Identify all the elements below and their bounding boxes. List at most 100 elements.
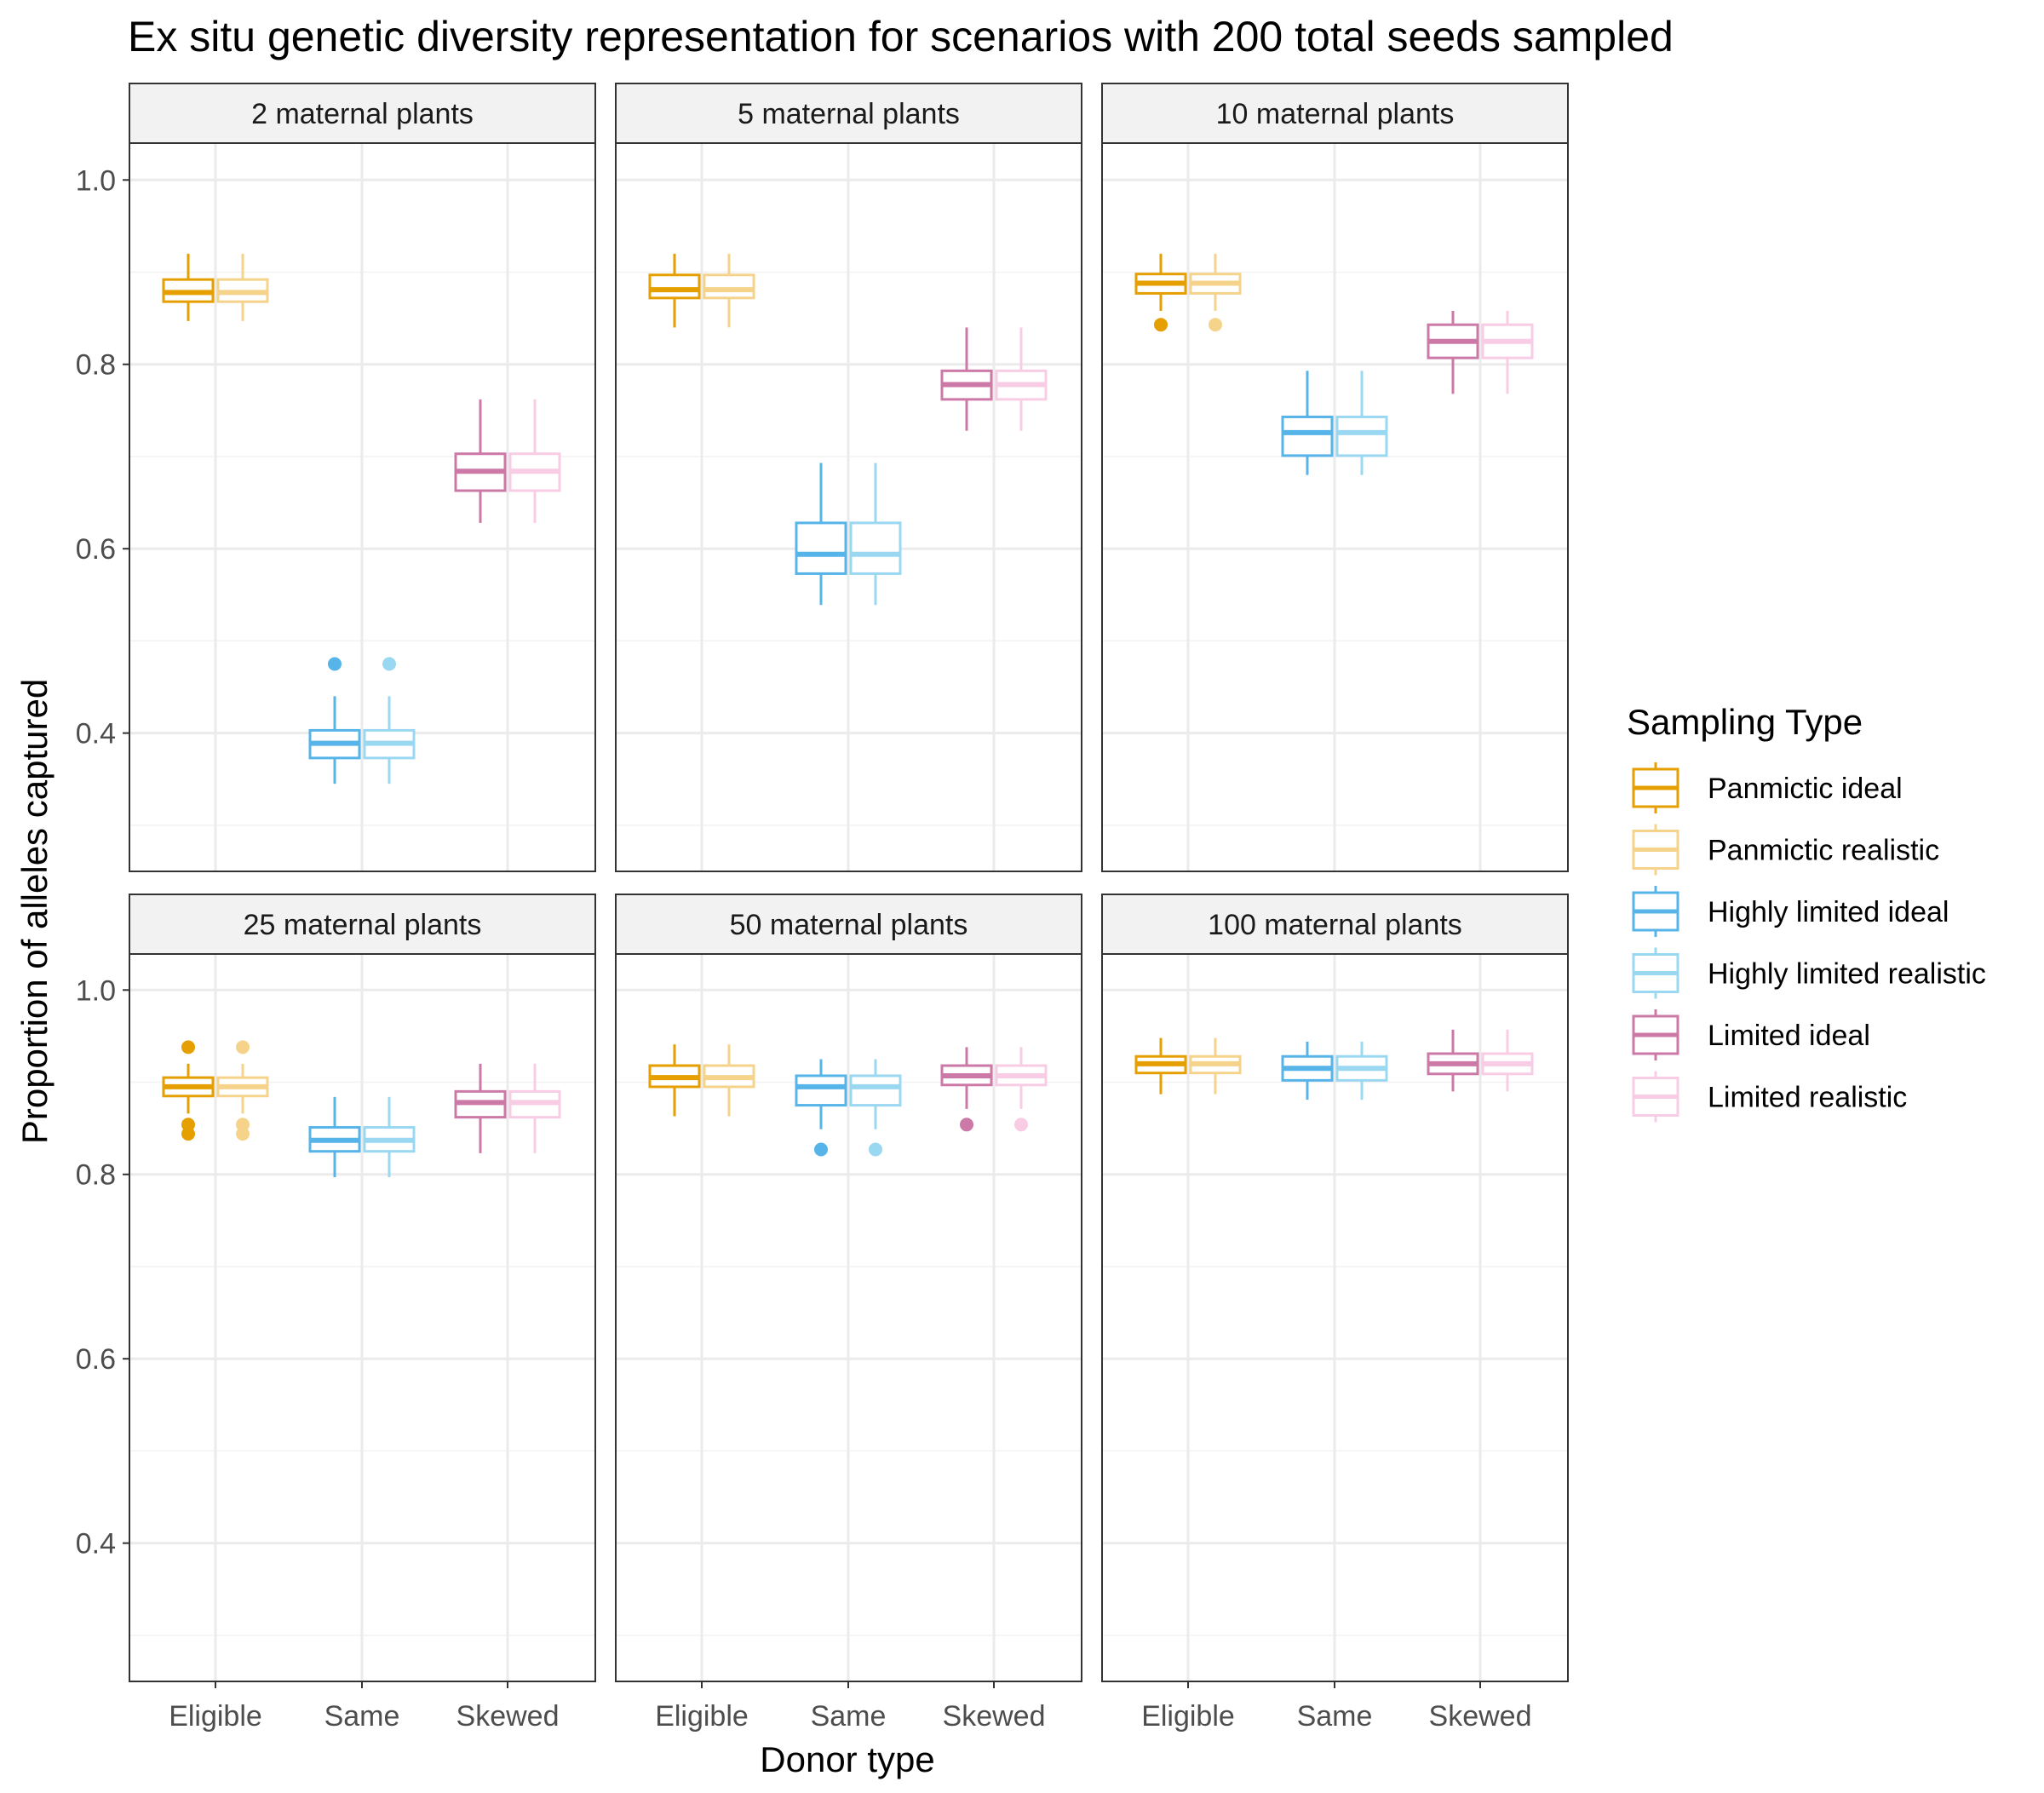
box-body bbox=[1335, 415, 1388, 457]
box-body bbox=[703, 273, 755, 300]
box-highly-limited-realistic-same bbox=[849, 463, 902, 606]
legend-item-limited-ideal: Limited ideal bbox=[1632, 1009, 1870, 1060]
box-body bbox=[795, 521, 847, 575]
facet-panel-10-maternal-plants: 10 maternal plants bbox=[1101, 83, 1569, 872]
y-tick-label: 0.6 bbox=[76, 533, 116, 566]
box-limited-realistic-skewed bbox=[1481, 310, 1534, 394]
box-body bbox=[795, 1074, 847, 1107]
box-panmictic-realistic-eligible bbox=[1189, 253, 1242, 332]
strip-label: 25 maternal plants bbox=[244, 909, 482, 941]
x-tick-label: Skewed bbox=[456, 1700, 560, 1733]
box-highly-limited-realistic-same bbox=[1335, 371, 1388, 475]
facet-panel-2-maternal-plants: 2 maternal plants 0.4 0.6 0.8 1.0 bbox=[76, 83, 596, 872]
legend-item-limited-realistic: Limited realistic bbox=[1632, 1071, 1907, 1123]
box-limited-realistic-skewed bbox=[995, 1047, 1048, 1132]
y-tick-label: 0.6 bbox=[76, 1343, 116, 1376]
legend-item-panmictic-realistic: Panmictic realistic bbox=[1632, 824, 1939, 876]
strip-label: 10 maternal plants bbox=[1216, 98, 1455, 130]
chart-title: Ex situ genetic diversity representation… bbox=[128, 13, 1674, 60]
strip-background bbox=[615, 83, 1082, 144]
box-panmictic-realistic-eligible bbox=[1189, 1037, 1242, 1095]
outlier-point bbox=[1014, 1118, 1028, 1132]
y-tick-label: 0.8 bbox=[76, 349, 116, 382]
facet-panel-100-maternal-plants: 100 maternal plants Eligible Same Skewed bbox=[1101, 894, 1569, 1733]
box-highly-limited-ideal-same bbox=[1281, 1041, 1334, 1101]
outlier-point bbox=[382, 657, 396, 671]
legend: Sampling Type Panmictic ideal Panmictic r… bbox=[1627, 702, 1986, 1123]
legend-label: Highly limited ideal bbox=[1708, 896, 1949, 928]
outlier-point bbox=[236, 1127, 250, 1141]
facet-panel-5-maternal-plants: 5 maternal plants bbox=[615, 83, 1082, 872]
x-tick-label: Eligible bbox=[169, 1700, 262, 1733]
box-panmictic-ideal-eligible bbox=[648, 253, 701, 328]
strip-background bbox=[1101, 83, 1569, 144]
y-tick-label: 0.8 bbox=[76, 1159, 116, 1192]
box-panmictic-realistic-eligible bbox=[703, 253, 755, 328]
outlier-point bbox=[960, 1118, 973, 1132]
box-highly-limited-ideal-same bbox=[1281, 371, 1334, 475]
legend-item-highly-limited-ideal: Highly limited ideal bbox=[1632, 886, 1949, 937]
strip-label: 2 maternal plants bbox=[251, 98, 474, 130]
strip-label: 5 maternal plants bbox=[738, 98, 960, 130]
box-panmictic-realistic-eligible bbox=[216, 253, 269, 321]
x-tick-label: Same bbox=[1297, 1700, 1373, 1733]
x-axis-title: Donor type bbox=[760, 1739, 934, 1779]
legend-label: Limited ideal bbox=[1708, 1020, 1870, 1052]
facet-panel-50-maternal-plants: 50 maternal plants Eligible Same Skewed bbox=[615, 894, 1082, 1733]
box-limited-ideal-skewed bbox=[1427, 1029, 1479, 1092]
box-highly-limited-realistic-same bbox=[1335, 1041, 1388, 1101]
outlier-point bbox=[181, 1040, 195, 1055]
box-panmictic-ideal-eligible bbox=[1134, 1037, 1187, 1095]
x-tick-label: Eligible bbox=[655, 1700, 749, 1733]
x-tick-label: Skewed bbox=[1429, 1700, 1532, 1733]
box-highly-limited-realistic-same bbox=[363, 1096, 416, 1177]
box-highly-limited-realistic-same bbox=[363, 657, 416, 784]
box-body bbox=[849, 1074, 902, 1107]
x-tick-label: Same bbox=[811, 1700, 887, 1733]
box-highly-limited-ideal-same bbox=[308, 657, 361, 784]
strip-background bbox=[615, 894, 1082, 955]
box-body bbox=[648, 273, 701, 300]
y-tick-label: 1.0 bbox=[76, 164, 116, 197]
box-panmictic-ideal-eligible bbox=[162, 1040, 215, 1141]
outlier-point bbox=[181, 1127, 195, 1141]
box-panmictic-ideal-eligible bbox=[1134, 253, 1187, 332]
facet-panels: 2 maternal plants 0.4 0.6 0.8 1.0 5 maternal … bbox=[76, 83, 1569, 1733]
box-limited-ideal-skewed bbox=[1427, 310, 1479, 394]
x-tick-label: Eligible bbox=[1141, 1700, 1235, 1733]
box-panmictic-realistic-eligible bbox=[216, 1040, 269, 1141]
x-tick-label: Skewed bbox=[943, 1700, 1046, 1733]
box-highly-limited-realistic-same bbox=[849, 1059, 902, 1157]
outlier-point bbox=[1209, 318, 1222, 332]
legend-label: Panmictic realistic bbox=[1708, 835, 1939, 867]
x-tick-label: Same bbox=[324, 1700, 400, 1733]
outlier-point bbox=[236, 1040, 250, 1055]
y-tick-label: 0.4 bbox=[76, 1528, 116, 1560]
legend-label: Panmictic ideal bbox=[1708, 773, 1903, 805]
outlier-point bbox=[328, 657, 342, 671]
box-limited-realistic-skewed bbox=[508, 1063, 561, 1153]
box-limited-ideal-skewed bbox=[940, 1047, 993, 1132]
box-panmictic-realistic-eligible bbox=[703, 1044, 755, 1117]
box-limited-ideal-skewed bbox=[454, 1063, 507, 1153]
box-highly-limited-ideal-same bbox=[795, 1059, 847, 1157]
box-panmictic-ideal-eligible bbox=[648, 1044, 701, 1117]
strip-label: 50 maternal plants bbox=[730, 909, 968, 941]
legend-label: Highly limited realistic bbox=[1708, 958, 1986, 991]
box-highly-limited-ideal-same bbox=[308, 1096, 361, 1177]
legend-label: Limited realistic bbox=[1708, 1082, 1907, 1114]
strip-background bbox=[129, 83, 596, 144]
facet-panel-25-maternal-plants: 25 maternal plants 0.4 0.6 0.8 1.0 Eligible Sa… bbox=[76, 894, 596, 1733]
legend-item-highly-limited-realistic: Highly limited realistic bbox=[1632, 947, 1986, 999]
box-body bbox=[1281, 415, 1334, 457]
y-tick-label: 0.4 bbox=[76, 718, 116, 750]
box-limited-ideal-skewed bbox=[454, 399, 507, 523]
box-limited-ideal-skewed bbox=[940, 327, 993, 431]
outlier-point bbox=[869, 1142, 882, 1157]
box-limited-realistic-skewed bbox=[508, 399, 561, 523]
box-body bbox=[849, 521, 902, 575]
box-limited-realistic-skewed bbox=[1481, 1029, 1534, 1092]
strip-background bbox=[1101, 894, 1569, 955]
